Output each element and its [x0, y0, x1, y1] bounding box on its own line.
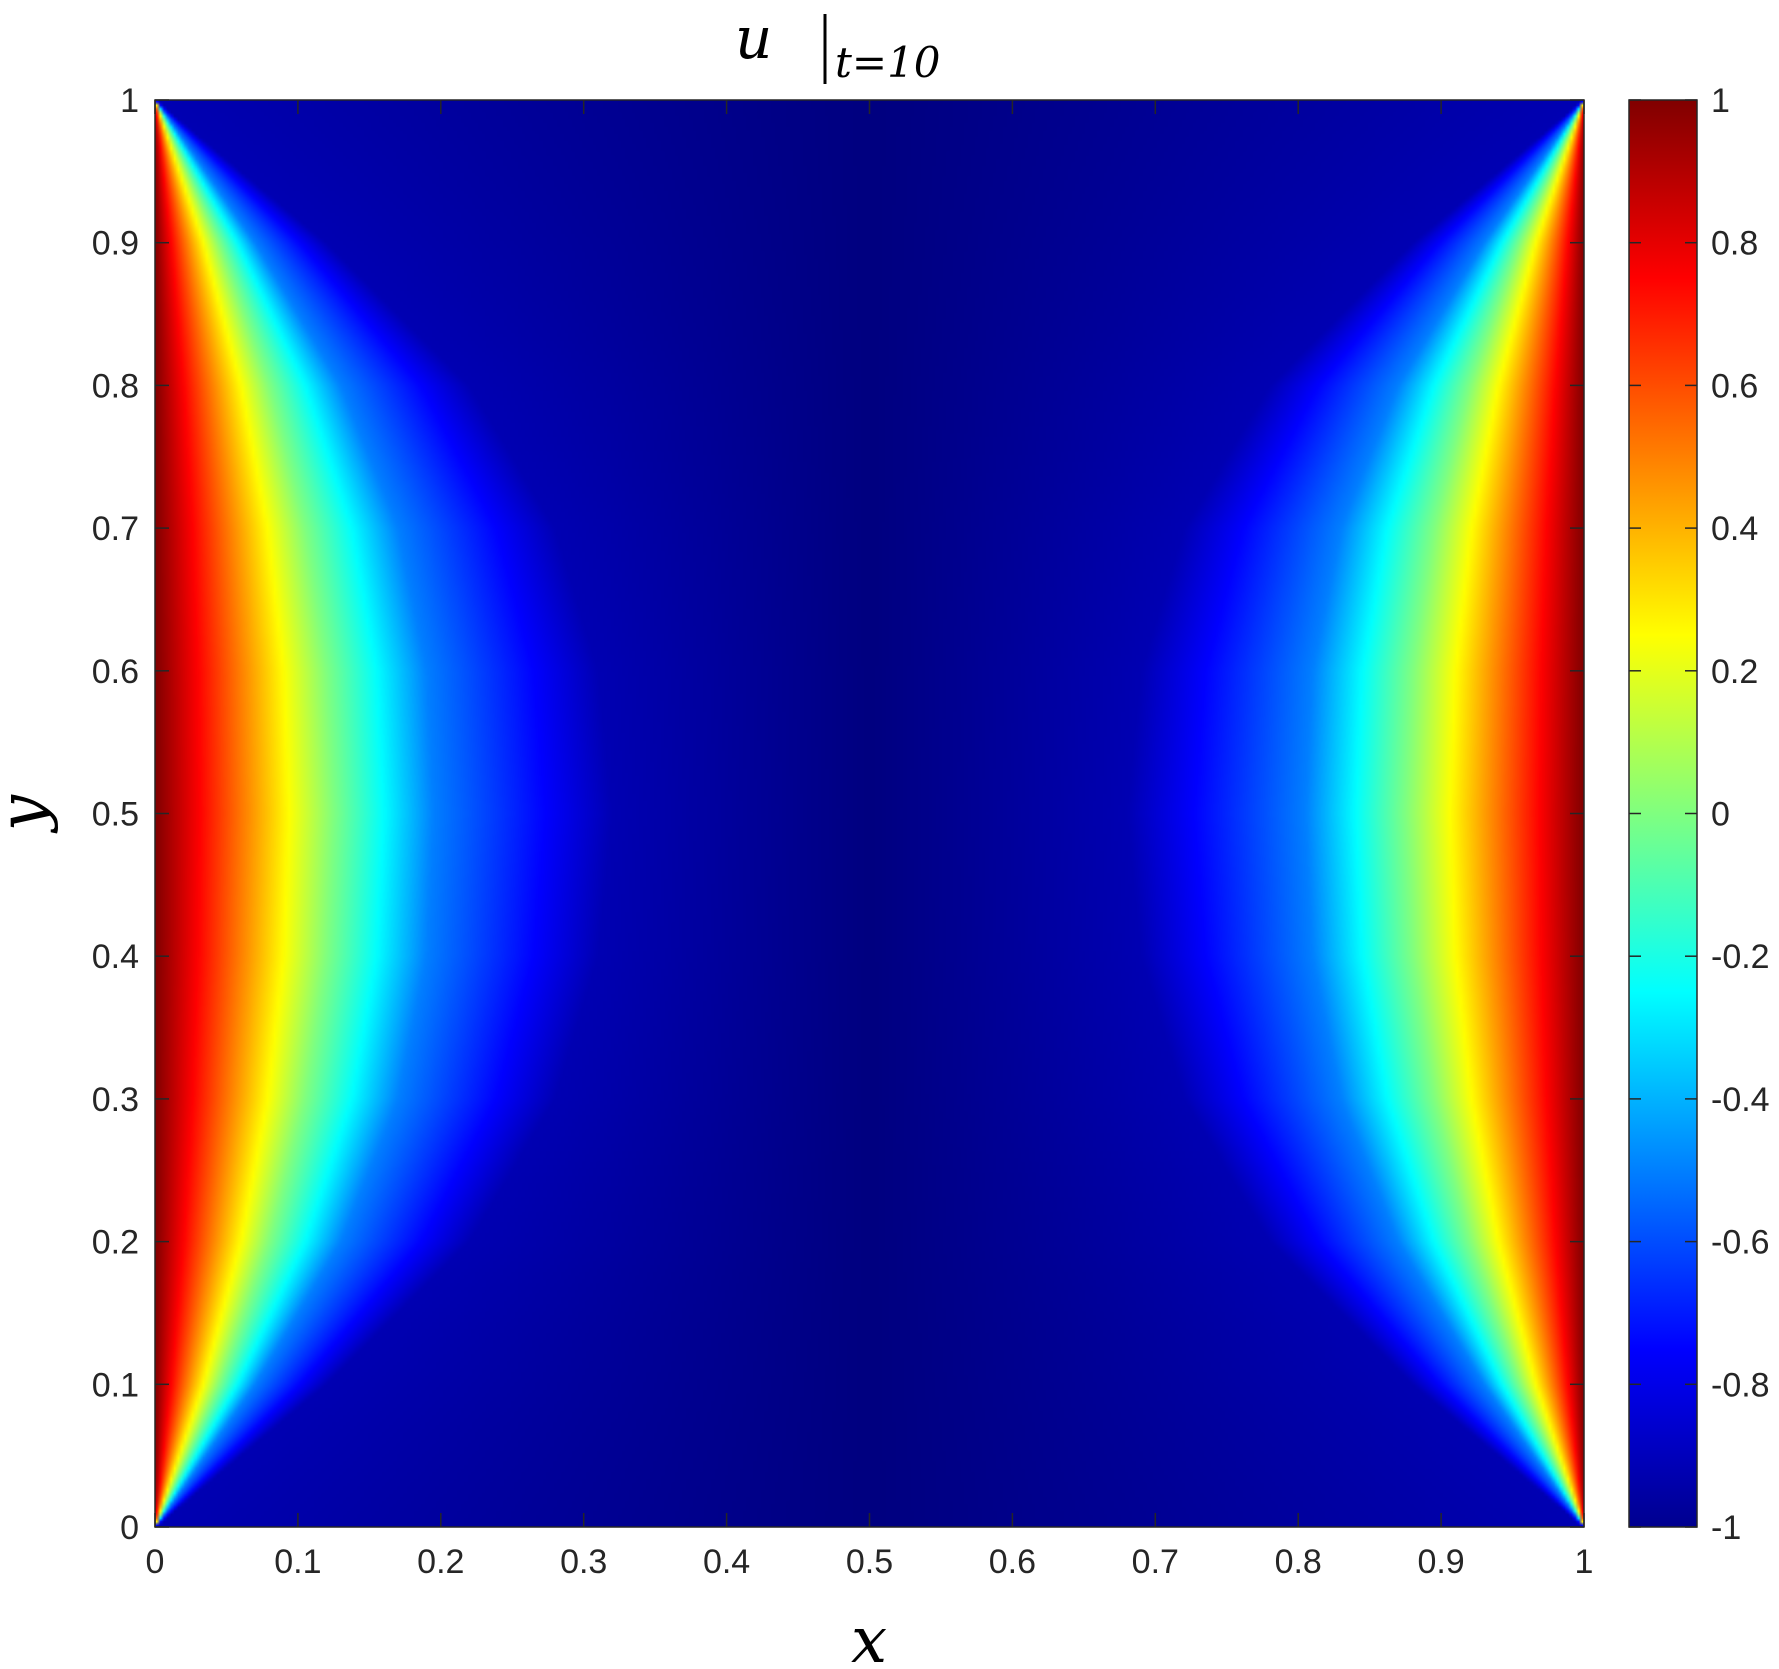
y-axis: 0 0.1 0.2 0.3 0.4 0.5 0.6 0.7 0.8 0.9 1 [92, 82, 1584, 1547]
title-main: u [735, 4, 772, 72]
colorbar-tick-label: 0.4 [1711, 510, 1758, 548]
y-tick-label: 0.8 [92, 367, 139, 405]
y-tick-label: 0.7 [92, 510, 139, 548]
y-axis-label: y [0, 794, 60, 834]
y-tick-label: 1 [120, 82, 139, 120]
colorbar-tick-label: -0.4 [1711, 1081, 1770, 1119]
x-tick-label: 0.6 [989, 1543, 1036, 1581]
colorbar-tick-label: 0.8 [1711, 225, 1758, 263]
heatmap-plot-area [154, 99, 1585, 1528]
y-tick-label: 0.3 [92, 1081, 139, 1119]
y-tick-label: 0.9 [92, 225, 139, 263]
y-tick-label: 0.5 [92, 796, 139, 834]
x-tick-label: 0.7 [1132, 1543, 1179, 1581]
x-tick-label: 0 [146, 1543, 165, 1581]
x-axis-label: x [851, 1604, 887, 1669]
heatmap-image [155, 100, 1584, 1527]
chart-title: u t=10 [735, 4, 941, 87]
y-tick-label: 0.2 [92, 1224, 139, 1262]
colorbar-tick-label: 0.2 [1711, 653, 1758, 691]
colorbar-tick-label: 1 [1711, 82, 1730, 120]
x-tick-label: 0.8 [1275, 1543, 1322, 1581]
colorbar-ticks: -1 -0.8 -0.6 -0.4 -0.2 0 0.2 0.4 0.6 0.8 1 [1629, 82, 1770, 1547]
x-tick-label: 0.1 [274, 1543, 321, 1581]
y-tick-label: 0.1 [92, 1366, 139, 1404]
colorbar-tick-label: -1 [1711, 1509, 1741, 1547]
x-tick-label: 0.9 [1417, 1543, 1464, 1581]
y-tick-label: 0 [120, 1509, 139, 1547]
colorbar-tick-label: 0 [1711, 796, 1730, 834]
y-tick-label: 0.4 [92, 938, 139, 976]
colorbar: -1 -0.8 -0.6 -0.4 -0.2 0 0.2 0.4 0.6 0.8 1 [1628, 82, 1770, 1547]
colorbar-tick-label: -0.2 [1711, 938, 1770, 976]
colorbar-tick-label: 0.6 [1711, 367, 1758, 405]
x-tick-label: 0.2 [417, 1543, 464, 1581]
title-subscript: t=10 [835, 38, 941, 87]
y-tick-label: 0.6 [92, 653, 139, 691]
colorbar-tick-label: -0.8 [1711, 1366, 1770, 1404]
x-axis: 0 0.1 0.2 0.3 0.4 0.5 0.6 0.7 0.8 0.9 1 [146, 100, 1594, 1581]
x-tick-label: 0.5 [846, 1543, 893, 1581]
x-tick-label: 0.3 [560, 1543, 607, 1581]
colorbar-tick-label: -0.6 [1711, 1224, 1770, 1262]
x-tick-label: 1 [1575, 1543, 1594, 1581]
x-tick-label: 0.4 [703, 1543, 750, 1581]
